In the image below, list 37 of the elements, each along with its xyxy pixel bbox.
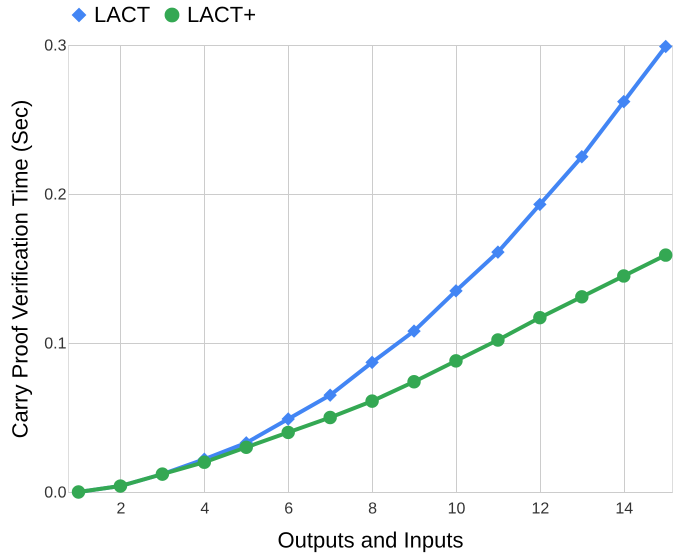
point [365, 356, 379, 370]
point [323, 410, 337, 424]
point [617, 269, 630, 283]
point [365, 394, 379, 408]
point [449, 284, 463, 298]
y-tick-label: 0.2 [44, 186, 67, 204]
point [533, 198, 547, 212]
point [659, 248, 672, 262]
point [575, 290, 589, 304]
point [240, 440, 253, 454]
x-tick-label: 10 [448, 500, 466, 518]
point [533, 310, 547, 324]
x-axis-title: Outputs and Inputs [278, 528, 464, 552]
point [491, 245, 505, 259]
y-axis-title: Carry Proof Verification Time (Sec) [7, 100, 32, 438]
point [575, 150, 589, 164]
point [407, 324, 421, 338]
point [198, 456, 212, 469]
point [282, 412, 295, 426]
point [407, 375, 421, 388]
point [449, 354, 463, 368]
x-tick-label: 4 [200, 500, 210, 518]
x-tick-label: 6 [284, 500, 294, 518]
point [323, 388, 337, 402]
x-tick-label: 14 [615, 500, 634, 518]
point [617, 94, 630, 108]
point [491, 333, 505, 347]
y-tick-label: 0.0 [44, 484, 67, 502]
x-tick-label: 8 [368, 500, 378, 518]
y-tick-label: 0.3 [44, 38, 67, 54]
legend-label: LACT+ [187, 2, 256, 27]
point [659, 40, 672, 54]
legend-label: LACT [94, 2, 150, 27]
x-tick-label: 12 [531, 500, 550, 518]
y-tick-label: 0.1 [44, 336, 67, 352]
x-tick-label: 2 [116, 500, 126, 518]
point [282, 426, 295, 440]
